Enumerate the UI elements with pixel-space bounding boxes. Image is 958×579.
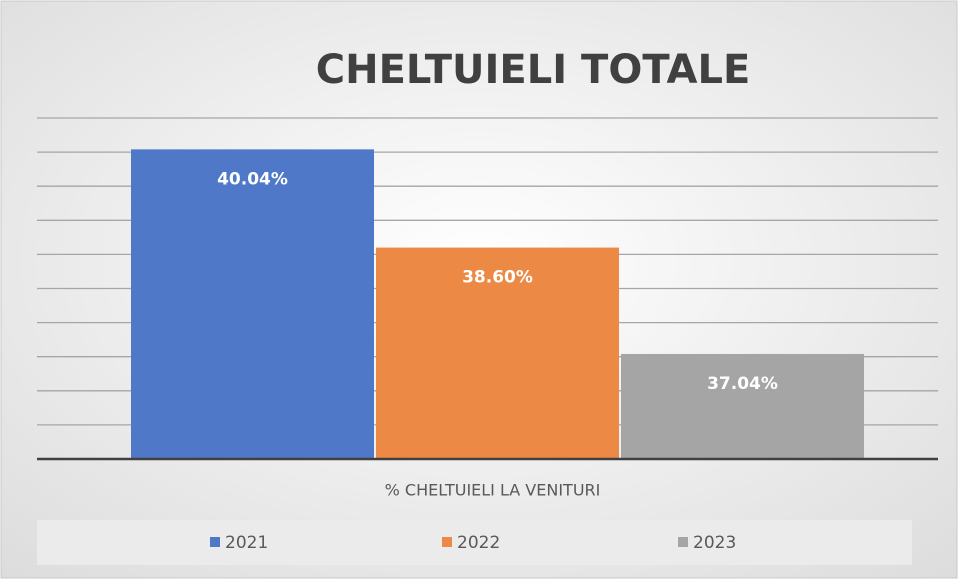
- legend-label: 2022: [457, 533, 500, 553]
- legend-label: 2023: [693, 533, 736, 553]
- bar: [376, 247, 619, 459]
- data-label: 37.04%: [707, 374, 778, 394]
- legend-swatch: [210, 537, 220, 547]
- chart-title: CHELTUIELI TOTALE: [316, 47, 751, 93]
- legend-box: [37, 520, 912, 565]
- data-label: 38.60%: [462, 268, 533, 288]
- legend-label: 2021: [225, 533, 268, 553]
- bar: [621, 353, 864, 459]
- legend-swatch: [442, 537, 452, 547]
- legend-swatch: [678, 537, 688, 547]
- bar: [131, 149, 374, 459]
- x-tick-label: % CHELTUIELI LA VENITURI: [385, 481, 601, 500]
- data-label: 40.04%: [217, 169, 288, 189]
